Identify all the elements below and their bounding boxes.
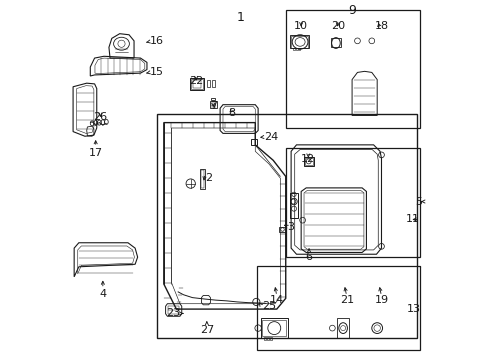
Text: 1: 1 [237, 12, 244, 24]
Text: 17: 17 [88, 148, 102, 158]
Text: 6: 6 [305, 252, 312, 262]
Text: 13: 13 [407, 304, 421, 314]
Text: 11: 11 [406, 215, 419, 224]
Text: 19: 19 [374, 296, 388, 306]
Bar [285, 148, 419, 257]
Text: 15: 15 [149, 67, 163, 77]
Bar [191, 79, 203, 89]
Text: 10: 10 [294, 22, 307, 31]
Text: 27: 27 [199, 325, 214, 335]
Bar [199, 169, 205, 189]
Text: 7: 7 [209, 101, 216, 111]
Text: 18: 18 [374, 22, 388, 31]
Bar [266, 337, 268, 339]
Text: 9: 9 [347, 4, 355, 17]
Bar [168, 306, 179, 315]
Text: 8: 8 [228, 108, 235, 118]
Text: 24: 24 [264, 132, 278, 142]
Bar [303, 157, 313, 166]
Bar [298, 48, 300, 50]
Bar [250, 139, 257, 145]
Bar [209, 101, 217, 108]
Bar [285, 10, 419, 128]
Bar [304, 158, 312, 165]
Text: 4: 4 [99, 289, 106, 300]
Text: 12: 12 [301, 154, 315, 164]
Text: 2: 2 [204, 173, 212, 183]
Bar [292, 48, 294, 50]
Text: 21: 21 [339, 296, 353, 306]
Bar [262, 320, 285, 336]
Bar [201, 170, 204, 188]
Text: 25: 25 [261, 301, 275, 311]
Text: 5: 5 [414, 197, 421, 207]
Text: 14: 14 [269, 296, 283, 306]
Bar [192, 80, 201, 88]
Bar [263, 337, 265, 339]
Text: 3: 3 [287, 222, 294, 231]
Text: 22: 22 [188, 76, 203, 86]
Bar [156, 114, 416, 338]
Text: 23: 23 [165, 309, 180, 318]
Text: 16: 16 [149, 36, 163, 46]
Text: 20: 20 [330, 22, 344, 31]
Bar [295, 48, 297, 50]
Text: 26: 26 [93, 112, 107, 122]
Bar [211, 98, 215, 100]
Bar [290, 36, 308, 48]
Bar [279, 226, 285, 232]
Bar [269, 337, 271, 339]
Bar [257, 266, 419, 350]
